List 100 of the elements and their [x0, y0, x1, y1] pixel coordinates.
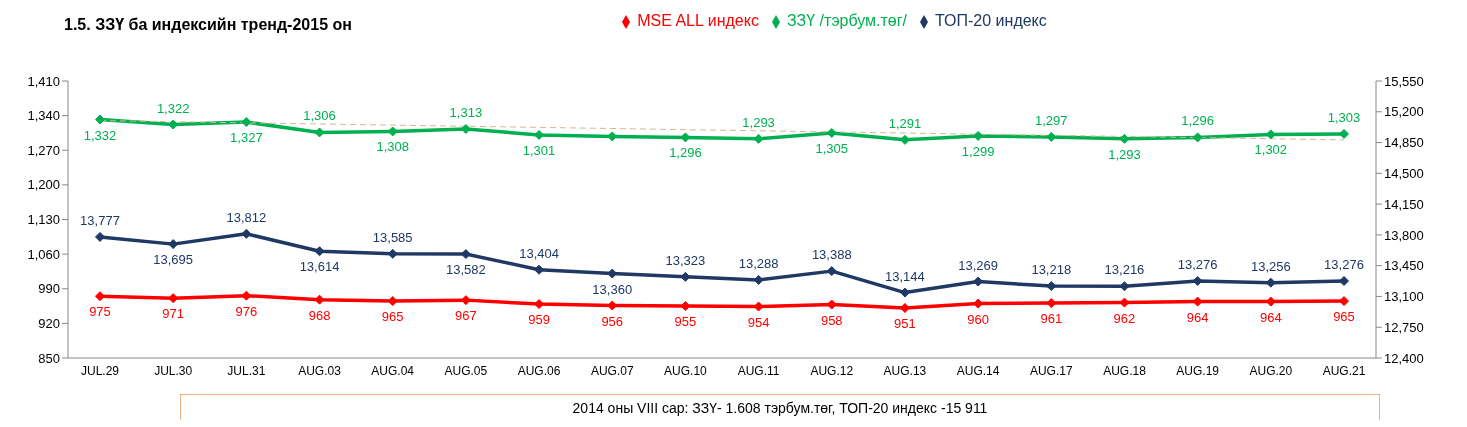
x-tick-label: AUG.10: [664, 363, 708, 378]
y2-tick-label: 14,850: [1384, 135, 1424, 151]
data-label: 968: [308, 307, 331, 323]
data-label: 1,305: [815, 140, 849, 156]
y2-tick-label: 13,800: [1384, 227, 1424, 243]
data-label: 13,288: [738, 255, 779, 271]
data-label: 965: [1333, 309, 1355, 325]
x-tick-label: AUG.18: [1103, 363, 1147, 378]
data-label: 976: [235, 303, 258, 319]
y-tick-label: 1,340: [27, 108, 60, 124]
point: [1339, 128, 1349, 139]
data-label: 967: [455, 308, 477, 324]
x-tick-label: AUG.14: [956, 363, 1000, 378]
y-tick-label: 1,200: [27, 177, 60, 193]
data-label: 959: [528, 312, 550, 328]
data-label: 1,297: [1035, 112, 1068, 128]
data-label: 1,301: [522, 142, 556, 158]
data-label: 1,308: [376, 139, 409, 155]
text: 2014 оны VIII сар: ЗЗҮ- 1.608 тэрбум.төг, ТОП-20 индекс -15 911: [180, 394, 1380, 420]
data-label: 971: [162, 306, 185, 322]
x-tick-label: AUG.11: [737, 363, 780, 378]
y-tick-label: 850: [38, 350, 60, 366]
data-label: 964: [1186, 309, 1209, 325]
data-label: 13,256: [1250, 258, 1291, 274]
data-label: 13,582: [446, 262, 486, 278]
y2-tick-label: 14,150: [1384, 196, 1424, 212]
chart-title: 1.5. ЗЗҮ ба индексийн тренд-2015 он: [64, 16, 352, 34]
legend-label: MSE ALL индекс: [637, 12, 759, 29]
data-label: 13,323: [665, 252, 706, 268]
point: [241, 290, 252, 301]
data-label: 1,332: [83, 127, 117, 143]
data-label: 958: [820, 312, 843, 328]
x-tick-label: AUG.13: [883, 363, 927, 378]
data-label: 13,360: [592, 281, 633, 297]
data-label: 1,293: [742, 114, 775, 130]
y-tick-label: 1,270: [27, 142, 60, 158]
point: [241, 228, 252, 239]
x-tick-label: AUG.04: [371, 363, 415, 378]
point: [241, 117, 252, 128]
data-label: 1,327: [230, 130, 263, 146]
legend-label: ЗЗҮ /тэрбум.төг/: [786, 12, 908, 29]
data-label: 961: [1040, 311, 1063, 327]
point: [899, 287, 910, 298]
data-label: 1,303: [1327, 109, 1361, 125]
x-tick-label: JUL.30: [154, 363, 193, 378]
data-label: 951: [894, 316, 916, 332]
y-tick-label: 1,060: [27, 246, 60, 262]
y-tick-label: 990: [38, 281, 60, 297]
data-label: 13,812: [226, 209, 267, 225]
x-tick-label: AUG.12: [810, 363, 854, 378]
legend-label: ТОП-20 индекс: [935, 12, 1047, 29]
y2-tick-label: 12,400: [1384, 350, 1424, 366]
data-label: 13,585: [372, 229, 413, 245]
data-label: 13,216: [1104, 262, 1145, 278]
point: [95, 114, 105, 125]
x-tick-label: AUG.03: [298, 363, 342, 378]
y2-tick-label: 13,450: [1384, 258, 1424, 274]
point: [1339, 296, 1349, 307]
data-label: 960: [967, 311, 989, 327]
x-tick-label: AUG.06: [517, 363, 561, 378]
x-tick-label: AUG.21: [1322, 363, 1366, 378]
x-tick-label: AUG.07: [590, 363, 634, 378]
data-label: 1,291: [888, 115, 922, 131]
data-label: 13,614: [299, 259, 340, 275]
y-tick-label: 1,130: [27, 212, 60, 228]
data-label: 13,269: [958, 257, 998, 273]
data-label: 13,404: [519, 245, 559, 261]
data-label: 1,299: [961, 143, 995, 159]
data-label: 1,322: [156, 100, 190, 116]
x-tick-label: JUL.29: [80, 363, 120, 378]
data-label: 13,276: [1324, 256, 1364, 272]
y2-tick-label: 13,100: [1384, 289, 1424, 305]
y2-tick-label: 14,500: [1384, 165, 1424, 181]
point: [95, 291, 105, 302]
point: [95, 231, 105, 242]
data-label: 1,306: [303, 108, 336, 124]
x-tick-label: JUL.31: [227, 363, 266, 378]
data-label: 13,276: [1177, 256, 1218, 272]
data-label: 13,388: [811, 247, 852, 263]
data-label: 1,302: [1254, 142, 1288, 158]
data-label: 962: [1113, 310, 1136, 326]
point: [1192, 132, 1203, 143]
data-label: 1,296: [1181, 113, 1214, 129]
data-label: 13,218: [1031, 262, 1072, 278]
y-tick-label: 920: [38, 315, 60, 331]
y2-tick-label: 15,550: [1384, 73, 1424, 89]
data-label: 1,296: [669, 145, 702, 161]
data-label: 956: [601, 313, 624, 329]
x-tick-label: AUG.05: [444, 363, 488, 378]
data-label: 13,144: [885, 268, 925, 284]
data-label: 1,313: [449, 104, 483, 120]
point: [1339, 275, 1349, 286]
data-label: 13,777: [80, 212, 120, 228]
data-label: 1,293: [1108, 146, 1141, 162]
data-label: 954: [747, 314, 770, 330]
x-tick-label: AUG.20: [1249, 363, 1293, 378]
data-label: 13,695: [153, 252, 194, 268]
x-tick-label: AUG.17: [1029, 363, 1073, 378]
x-tick-label: AUG.19: [1176, 363, 1220, 378]
data-label: 975: [89, 304, 111, 320]
